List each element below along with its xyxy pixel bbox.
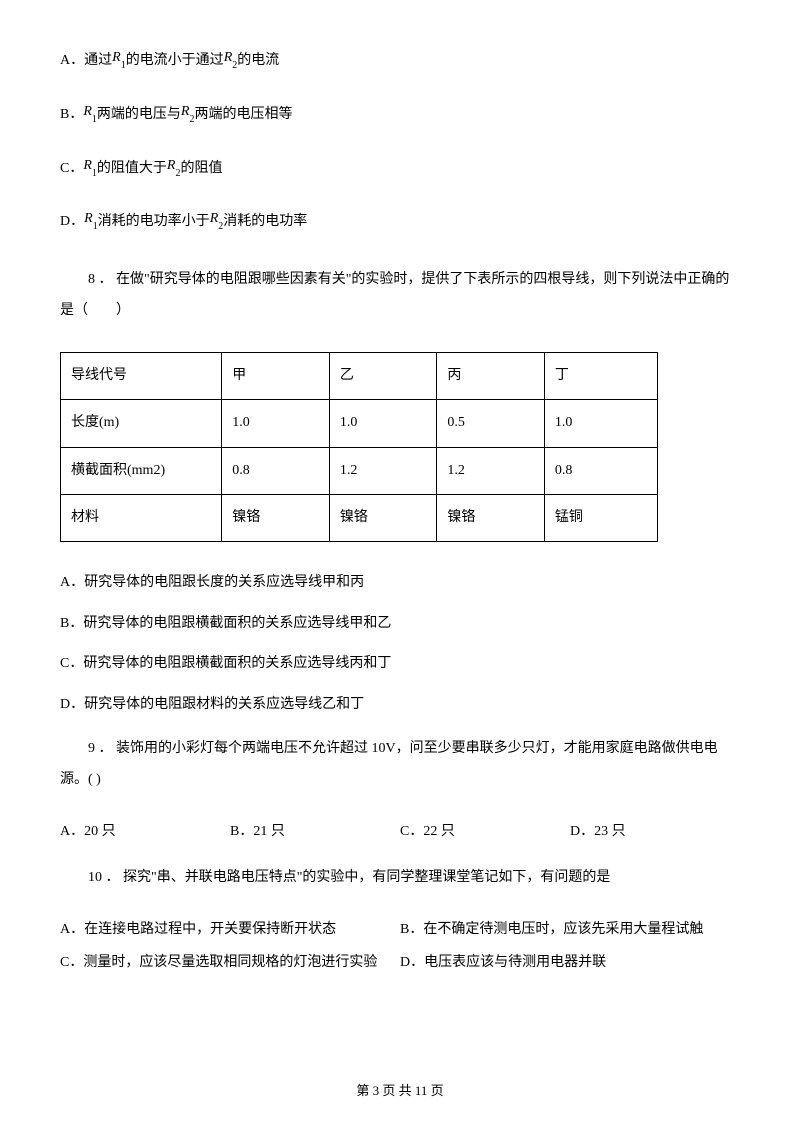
question-10-text: 10 ． 探究"串、并联电路电压特点"的实验中，有同学整理课堂笔记如下，有问题的… <box>88 870 610 885</box>
table-row: 长度(m) 1.0 1.0 0.5 1.0 <box>61 400 658 447</box>
q9-option-b: B．21 只 <box>230 821 400 843</box>
table-cell: 1.0 <box>329 400 437 447</box>
question-8: 8 ． 在做"研究导体的电阻跟哪些因素有关"的实验时，提供了下表所示的四根导线，… <box>60 265 740 327</box>
q10-option-a: A．在连接电路过程中，开关要保持断开状态 <box>60 919 400 940</box>
question-10: 10 ． 探究"串、并联电路电压特点"的实验中，有同学整理课堂笔记如下，有问题的… <box>60 863 740 894</box>
table-cell: 乙 <box>329 352 437 399</box>
table-cell: 横截面积(mm2) <box>61 447 222 494</box>
q10-option-d: D．电压表应该与待测用电器并联 <box>400 952 740 973</box>
table-cell: 0.5 <box>437 400 545 447</box>
table-cell: 丁 <box>544 352 658 399</box>
question-9: 9 ． 装饰用的小彩灯每个两端电压不允许超过 10V，问至少要串联多少只灯，才能… <box>60 734 740 796</box>
table-cell: 甲 <box>222 352 330 399</box>
page-footer: 第 3 页 共 11 页 <box>0 1081 800 1102</box>
question-9-text: 9 ． 装饰用的小彩灯每个两端电压不允许超过 10V，问至少要串联多少只灯，才能… <box>60 741 718 787</box>
table-cell: 丙 <box>437 352 545 399</box>
table-row: 材料 镍铬 镍铬 镍铬 锰铜 <box>61 494 658 541</box>
option-text: A．通过R1的电流小于通过R2的电流 <box>60 50 279 74</box>
q9-option-c: C．22 只 <box>400 821 570 843</box>
context-option-a: A．通过R1的电流小于通过R2的电流 <box>60 50 740 74</box>
option-text: B．R1两端的电压与R2两端的电压相等 <box>60 104 292 128</box>
q10-option-b: B．在不确定待测电压时，应该先采用大量程试触 <box>400 919 740 940</box>
table-row: 横截面积(mm2) 0.8 1.2 1.2 0.8 <box>61 447 658 494</box>
option-text: C．R1的阻值大于R2的阻值 <box>60 158 222 182</box>
context-option-d: D．R1消耗的电功率小于R2消耗的电功率 <box>60 211 740 235</box>
q10-options: A．在连接电路过程中，开关要保持断开状态 B．在不确定待测电压时，应该先采用大量… <box>60 919 740 985</box>
table-cell: 镍铬 <box>222 494 330 541</box>
table-cell: 1.0 <box>544 400 658 447</box>
question-8-text: 8 ． 在做"研究导体的电阻跟哪些因素有关"的实验时，提供了下表所示的四根导线，… <box>60 272 729 318</box>
q9-option-a: A．20 只 <box>60 821 230 843</box>
option-text: D．R1消耗的电功率小于R2消耗的电功率 <box>60 211 307 235</box>
table-cell: 1.2 <box>437 447 545 494</box>
table-cell: 锰铜 <box>544 494 658 541</box>
data-table: 导线代号 甲 乙 丙 丁 长度(m) 1.0 1.0 0.5 1.0 横截面积(… <box>60 352 658 543</box>
table-cell: 镍铬 <box>437 494 545 541</box>
table-cell: 材料 <box>61 494 222 541</box>
table-cell: 1.0 <box>222 400 330 447</box>
q8-option-d: D．研究导体的电阻跟材料的关系应选导线乙和丁 <box>60 694 740 716</box>
table-cell: 0.8 <box>222 447 330 494</box>
q8-option-a: A．研究导体的电阻跟长度的关系应选导线甲和丙 <box>60 572 740 594</box>
q8-option-b: B．研究导体的电阻跟横截面积的关系应选导线甲和乙 <box>60 613 740 635</box>
table-cell: 导线代号 <box>61 352 222 399</box>
q8-option-c: C．研究导体的电阻跟横截面积的关系应选导线丙和丁 <box>60 653 740 675</box>
table-cell: 镍铬 <box>329 494 437 541</box>
q10-option-c: C．测量时，应该尽量选取相同规格的灯泡进行实验 <box>60 952 400 973</box>
table-cell: 0.8 <box>544 447 658 494</box>
table-row: 导线代号 甲 乙 丙 丁 <box>61 352 658 399</box>
table-cell: 1.2 <box>329 447 437 494</box>
context-option-c: C．R1的阻值大于R2的阻值 <box>60 158 740 182</box>
context-option-b: B．R1两端的电压与R2两端的电压相等 <box>60 104 740 128</box>
table-cell: 长度(m) <box>61 400 222 447</box>
q9-option-d: D．23 只 <box>570 821 740 843</box>
q9-options: A．20 只 B．21 只 C．22 只 D．23 只 <box>60 821 740 843</box>
